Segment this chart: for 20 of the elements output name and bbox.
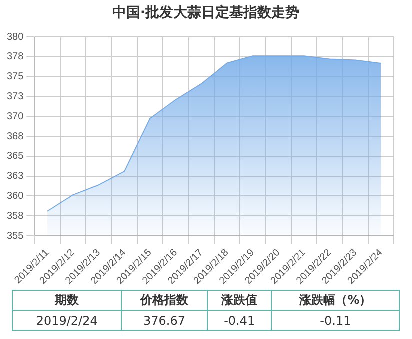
chart-title: 中国·批发大蒜日定基指数走势 (111, 4, 301, 22)
y-tick-label: 378 (6, 52, 24, 63)
y-tick-label: 355 (6, 230, 24, 242)
y-tick-label: 380 (6, 32, 24, 43)
y-tick-label: 360 (6, 190, 24, 202)
y-tick-label: 358 (6, 210, 24, 222)
y-tick-label: 375 (6, 72, 24, 83)
y-tick-label: 365 (6, 151, 24, 162)
y-tick-label: 363 (6, 171, 24, 182)
text: 价格指数 (122, 290, 208, 310)
y-tick-label: 370 (6, 111, 24, 122)
text: 涨跌幅（%） (272, 290, 400, 310)
text: 期数 (12, 290, 122, 310)
text: 2019/2/24 (12, 310, 122, 330)
text: -0.41 (207, 310, 272, 330)
text: 涨跌值 (207, 290, 272, 310)
text: -0.11 (272, 310, 400, 330)
y-tick-label: 373 (6, 91, 24, 102)
text: 376.67 (122, 310, 208, 330)
y-tick-label: 368 (6, 131, 24, 142)
